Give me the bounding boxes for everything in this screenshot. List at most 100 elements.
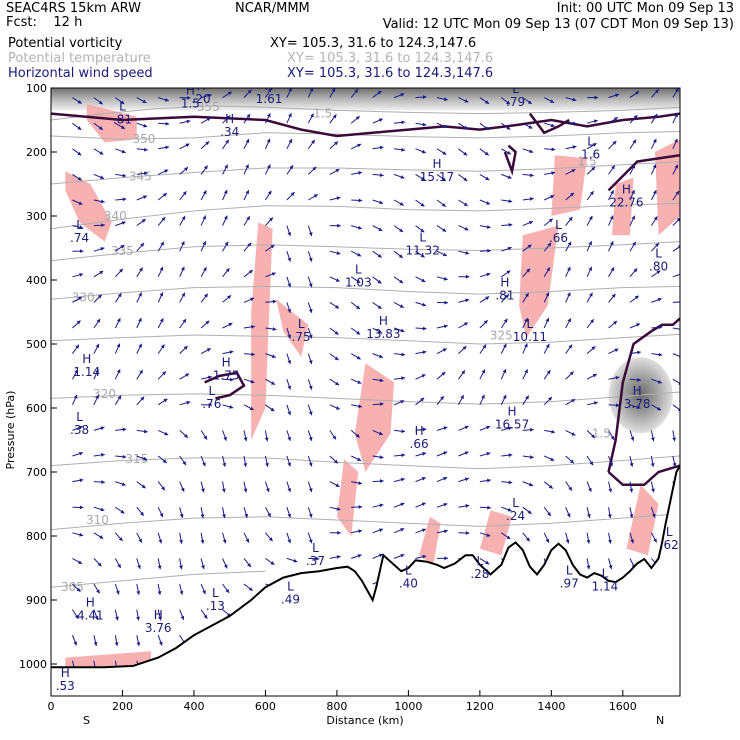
wind-vector-head	[121, 149, 126, 154]
extremum-value: 1.75	[213, 368, 240, 382]
extremum-value: .66	[549, 231, 568, 245]
wind-vector-head	[463, 125, 468, 130]
wind-vector-head	[400, 175, 405, 179]
wind-vector-head	[308, 308, 313, 313]
wind-vector-head	[98, 100, 103, 105]
y-tick-label: 300	[26, 210, 47, 223]
wind-vector-head	[634, 295, 639, 300]
wind-vector-head	[160, 344, 165, 349]
wind-vector-head	[140, 396, 145, 401]
wind-vector-head	[245, 190, 249, 195]
wind-vector-head	[524, 343, 528, 348]
wind-vector-head	[200, 539, 205, 544]
wind-vector-head	[507, 246, 512, 251]
wind-vector-head	[508, 480, 513, 485]
wind-vector-head	[613, 117, 618, 121]
wind-vector-head	[610, 435, 615, 440]
wind-vector-head	[225, 139, 229, 144]
wind-vector-head	[443, 276, 448, 281]
wind-vector-head	[567, 241, 572, 246]
wind-vector-head	[312, 166, 317, 171]
wind-vector-head	[287, 513, 292, 518]
wind-vector-head	[358, 481, 363, 485]
wind-vector-head	[506, 270, 511, 275]
extremum-value: 3.78	[624, 397, 651, 411]
wind-vector-head	[122, 427, 127, 432]
extremum-value: .80	[649, 260, 668, 274]
wind-vector-head	[400, 528, 405, 532]
wind-vector-head	[422, 452, 427, 456]
wind-vector-head	[356, 305, 360, 310]
wind-vector-head	[379, 503, 384, 508]
wind-vector-head	[443, 529, 448, 534]
wind-vector-head	[507, 175, 512, 179]
wind-vector-head	[548, 218, 553, 223]
negative-pv-region	[86, 104, 137, 143]
wind-vector-head	[611, 165, 615, 170]
wind-vector-head	[567, 318, 571, 323]
wind-vector-head	[225, 588, 230, 593]
wind-vector-head	[609, 462, 613, 467]
extremum-type: L	[666, 525, 673, 539]
wind-vector-head	[526, 268, 531, 273]
wind-vector-head	[246, 114, 251, 118]
wind-vector-head	[465, 274, 470, 279]
wind-vector-head	[143, 147, 148, 152]
wind-vector-head	[465, 251, 470, 255]
extremum-type: L	[512, 496, 519, 510]
terrain-line	[51, 465, 680, 669]
wind-vector-head	[229, 377, 234, 382]
wind-vector-head	[588, 487, 592, 492]
extremum-type: H	[622, 183, 631, 197]
wind-vector-head	[78, 425, 83, 430]
wind-vector-head	[101, 453, 105, 457]
isentrope-label: 340	[104, 209, 127, 223]
wind-vector-head	[143, 171, 148, 176]
fcst-value: 12 h	[53, 15, 83, 30]
forecast-hour: Fcst: 12 h	[6, 16, 141, 30]
wind-vector-head	[267, 88, 272, 93]
wind-vector-head	[379, 200, 384, 205]
wind-vector-head	[358, 505, 363, 509]
wind-vector-head	[572, 145, 577, 150]
wind-vector-head	[608, 539, 612, 544]
wind-vector-head	[203, 614, 208, 619]
wind-vector-layer	[71, 88, 680, 672]
wind-vector-head	[672, 437, 677, 442]
wind-vector-head	[161, 486, 165, 491]
wind-vector-head	[73, 641, 78, 646]
wind-vector-head	[311, 139, 315, 144]
wind-vector-head	[443, 97, 448, 102]
wind-vector-head	[78, 560, 83, 564]
extrema-label-layer: L.81H1.5H.20H1.61H.34L.79L1.6H15.17H22.7…	[56, 88, 679, 693]
wind-vector-head	[136, 616, 140, 621]
wind-vector-head	[548, 396, 552, 401]
wind-vector-head	[267, 164, 271, 169]
wind-vector-head	[422, 350, 427, 355]
wind-vector-head	[422, 302, 427, 307]
wind-vector-head	[567, 266, 571, 271]
wind-vector-head	[630, 436, 635, 441]
wind-vector-head	[443, 476, 448, 481]
wind-vector-head	[287, 334, 292, 339]
wind-vector-head	[484, 126, 489, 130]
wind-vector-head	[265, 488, 270, 493]
wind-vector-head	[525, 537, 530, 542]
wind-vector-head	[287, 360, 292, 365]
wind-vector-head	[185, 143, 190, 148]
wind-vector-head	[79, 505, 84, 510]
extremum-type: H	[633, 384, 642, 398]
wind-vector-head	[163, 398, 168, 403]
wind-vector-head	[422, 427, 427, 432]
wind-vector-head	[568, 344, 573, 349]
extremum-type: H	[379, 314, 388, 328]
wind-vector-head	[202, 590, 206, 595]
wind-vector-head	[550, 195, 555, 199]
wind-vector-head	[287, 411, 292, 416]
wind-vector-head	[631, 164, 636, 169]
wind-vector-head	[308, 257, 313, 262]
wind-vector-head	[401, 453, 406, 458]
wind-vector-head	[122, 454, 127, 459]
extremum-value: .53	[56, 679, 75, 693]
wind-vector-head	[245, 538, 250, 543]
